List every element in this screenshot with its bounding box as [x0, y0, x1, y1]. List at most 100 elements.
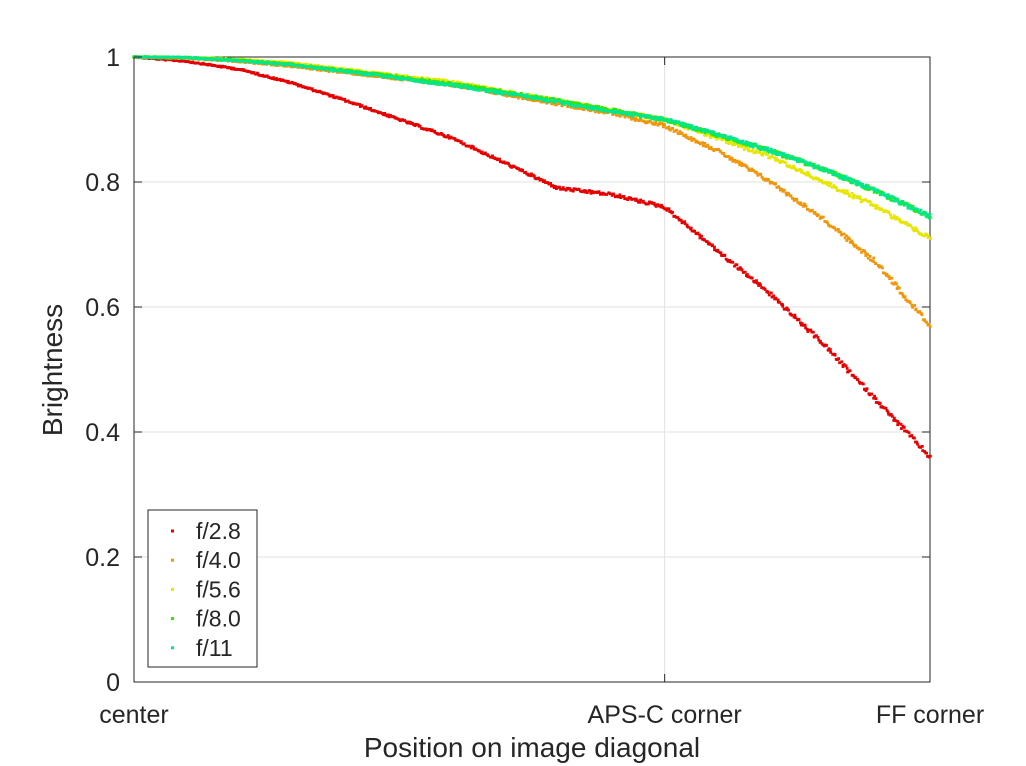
data-point	[926, 214, 930, 218]
data-point	[632, 116, 636, 120]
data-point	[692, 127, 696, 131]
data-point	[836, 227, 840, 231]
data-point	[816, 213, 820, 217]
data-point	[676, 123, 679, 127]
data-point	[706, 144, 710, 148]
data-point	[639, 118, 643, 122]
data-point	[821, 166, 825, 170]
data-point	[671, 126, 674, 130]
data-point	[895, 287, 899, 291]
data-point	[389, 114, 392, 117]
data-point	[184, 60, 188, 64]
data-point	[433, 77, 437, 81]
data-point	[292, 64, 296, 67]
data-point	[320, 66, 324, 70]
data-point	[816, 336, 820, 339]
data-point	[416, 76, 420, 79]
data-point	[902, 295, 905, 299]
data-point	[842, 232, 846, 236]
data-point	[500, 92, 504, 96]
data-point	[789, 194, 793, 198]
data-point	[607, 191, 611, 195]
data-point	[732, 136, 736, 140]
data-point	[466, 87, 470, 91]
data-point	[480, 150, 484, 154]
plot-frame	[133, 56, 931, 683]
data-point	[742, 163, 745, 166]
data-point	[634, 197, 638, 201]
data-point	[922, 210, 926, 214]
data-point	[717, 136, 720, 140]
data-point	[831, 169, 835, 173]
data-point	[842, 363, 846, 366]
data-point	[637, 119, 641, 123]
data-point	[738, 266, 742, 270]
data-point	[585, 191, 589, 194]
data-point	[221, 64, 224, 68]
data-point	[770, 149, 774, 153]
data-point	[226, 58, 230, 62]
data-point	[774, 158, 777, 162]
data-point	[527, 97, 531, 101]
data-point	[759, 148, 763, 152]
y-tick-label: 0.8	[85, 169, 120, 197]
data-point	[430, 78, 434, 82]
data-point	[467, 83, 471, 86]
data-point	[811, 330, 815, 334]
data-point	[779, 151, 783, 155]
grid	[134, 57, 930, 682]
data-point	[641, 199, 645, 203]
data-point	[772, 294, 775, 298]
data-point	[898, 218, 902, 221]
data-point	[346, 99, 350, 103]
data-point	[335, 95, 339, 99]
data-point	[901, 200, 905, 203]
data-point	[812, 163, 816, 166]
legend: f/2.8 f/4.0 f/5.6 f/8.0 f/11	[147, 509, 258, 668]
data-point	[497, 89, 501, 93]
data-point	[841, 232, 845, 236]
data-point	[805, 327, 809, 331]
data-point	[870, 392, 874, 396]
data-point	[825, 183, 829, 186]
data-point	[868, 393, 872, 397]
data-point	[445, 135, 449, 139]
data-point	[391, 75, 395, 78]
data-point	[838, 173, 842, 177]
data-point	[545, 96, 549, 100]
data-point	[202, 62, 206, 66]
data-point	[892, 282, 896, 286]
data-point	[804, 326, 808, 330]
data-point	[522, 93, 526, 97]
data-point	[261, 60, 264, 64]
data-point	[771, 151, 774, 155]
data-point	[149, 55, 153, 59]
data-point	[431, 129, 435, 133]
data-point	[308, 67, 312, 71]
data-point	[312, 66, 315, 70]
data-point	[248, 70, 252, 74]
data-point	[239, 59, 243, 63]
data-point	[677, 121, 681, 124]
data-point	[746, 142, 750, 145]
data-point	[554, 101, 558, 105]
data-point	[733, 264, 736, 268]
data-point	[345, 69, 349, 73]
data-point	[290, 80, 294, 84]
data-point	[498, 92, 502, 95]
data-point	[781, 304, 785, 308]
data-point	[544, 97, 547, 101]
data-point	[905, 430, 909, 433]
data-point	[925, 233, 929, 237]
data-point	[673, 214, 677, 218]
data-point	[852, 243, 856, 246]
data-point	[883, 271, 887, 275]
data-point	[464, 84, 468, 88]
data-point	[733, 139, 737, 143]
data-point	[443, 135, 447, 139]
data-point	[799, 201, 803, 205]
data-point	[558, 185, 561, 189]
data-point	[864, 198, 868, 202]
data-point	[358, 103, 362, 106]
